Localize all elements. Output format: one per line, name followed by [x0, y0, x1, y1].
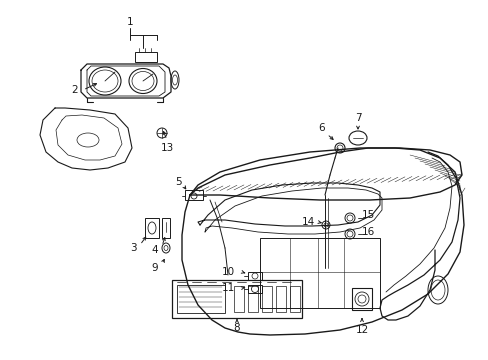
Bar [184, 190, 203, 200]
Text: 8: 8 [233, 323, 240, 333]
Text: 1: 1 [126, 17, 133, 27]
Text: 16: 16 [361, 227, 374, 237]
Bar [145, 218, 159, 238]
Text: 14: 14 [301, 217, 314, 227]
Bar [260, 238, 379, 308]
Text: 7: 7 [354, 113, 361, 123]
Text: 13: 13 [160, 143, 173, 153]
Text: 5: 5 [174, 177, 181, 187]
Bar [135, 52, 157, 62]
Text: 15: 15 [361, 210, 374, 220]
Text: 9: 9 [151, 263, 158, 273]
Text: 12: 12 [355, 325, 368, 335]
Bar [247, 286, 258, 312]
Text: 3: 3 [129, 243, 136, 253]
Bar [275, 286, 285, 312]
Bar [262, 286, 271, 312]
Bar [162, 218, 170, 238]
Text: 10: 10 [221, 267, 234, 277]
Bar [289, 286, 299, 312]
Bar [234, 286, 244, 312]
Text: 4: 4 [151, 245, 158, 255]
Bar [177, 285, 224, 313]
Text: 6: 6 [318, 123, 325, 133]
Bar [247, 285, 262, 293]
Bar [351, 288, 371, 310]
Bar [247, 272, 262, 280]
Text: 2: 2 [72, 85, 78, 95]
Text: 11: 11 [221, 283, 234, 293]
Bar [172, 280, 302, 318]
